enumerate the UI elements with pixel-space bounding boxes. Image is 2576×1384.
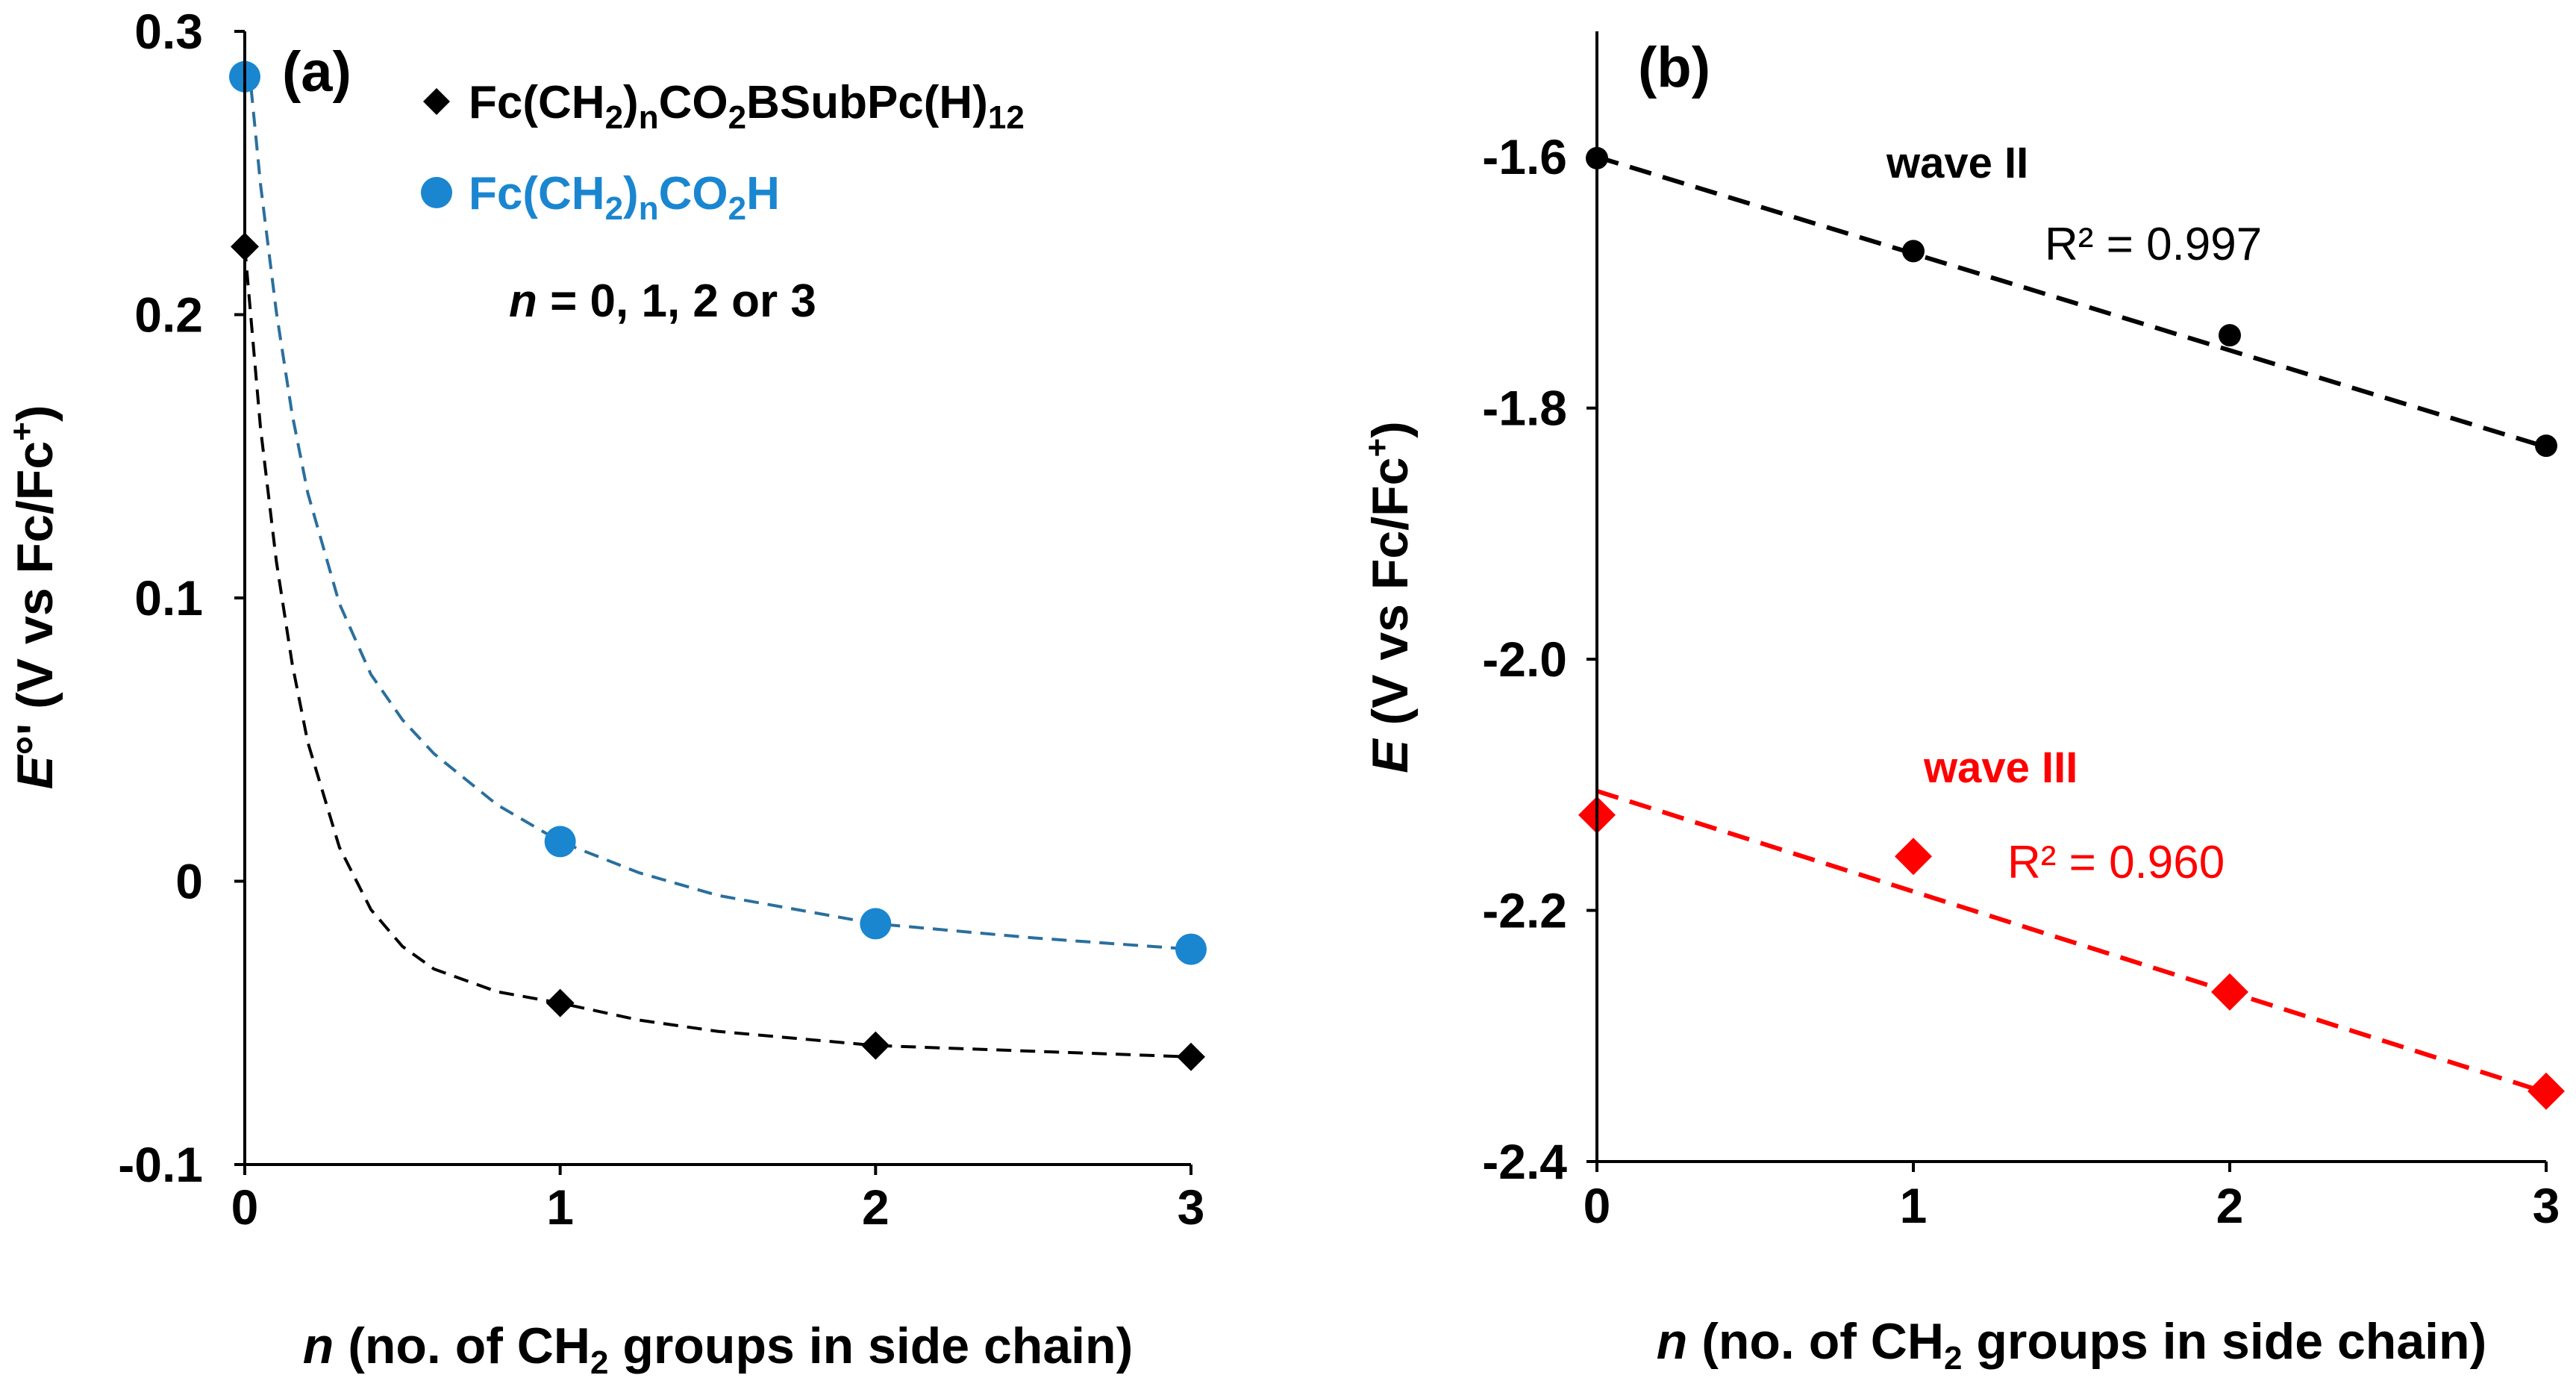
data-point-diamond <box>1895 838 1932 876</box>
panel-a-legend: Fc(CH2)nCO2BSubPc(H)12 Fc(CH2)nCO2H n = … <box>421 77 1025 327</box>
panel-b: -2.4 -2.2 -2.0 -1.8 -1.6 0 1 2 3 (b) wave II R²… <box>1359 31 2565 1377</box>
fit-line <box>243 246 1192 1059</box>
data-point-circle <box>2219 324 2241 347</box>
data-point-circle <box>860 908 892 940</box>
fit-line <box>1596 155 2547 449</box>
wave-ii-label: wave II <box>1886 139 2028 187</box>
data-point-diamond <box>545 988 575 1017</box>
data-point-diamond <box>2211 973 2248 1011</box>
wave-iii-label: wave III <box>1923 744 2078 792</box>
panel-b-y-ticks: -2.4 -2.2 -2.0 -1.8 -1.6 <box>1482 129 1597 1189</box>
data-point-diamond <box>2527 1072 2565 1110</box>
legend-circle-marker <box>421 177 452 208</box>
x-tick-label: 1 <box>1900 1178 1928 1233</box>
panel-b-x-axis-label: n (no. of CH2 groups in side chain) <box>1657 1313 2486 1377</box>
legend-entry-subpc: Fc(CH2)nCO2BSubPc(H)12 <box>469 77 1025 136</box>
data-point-circle <box>2535 434 2557 458</box>
wave-ii-r2: R² = 0.997 <box>2045 219 2262 270</box>
panel-a-fit-curves <box>243 87 1192 1059</box>
wave-iii-r2: R² = 0.960 <box>2007 837 2225 888</box>
panel-a-x-ticks: 0 1 2 3 <box>231 1165 1205 1235</box>
data-point-diamond <box>861 1031 890 1060</box>
x-tick-label: 2 <box>2216 1178 2244 1233</box>
panel-b-data-points <box>1578 146 2565 1110</box>
panel-b-label: (b) <box>1638 36 1710 99</box>
legend-diamond-marker <box>423 88 450 115</box>
y-tick-label: 0.1 <box>134 570 203 626</box>
y-tick-label: 0 <box>175 854 203 909</box>
y-tick-label: -2.4 <box>1482 1134 1567 1189</box>
fit-line <box>1596 788 2547 1095</box>
x-tick-label: 2 <box>862 1179 890 1235</box>
fit-line <box>249 87 1192 951</box>
y-tick-label: -0.1 <box>118 1137 203 1192</box>
y-tick-label: 0.3 <box>134 4 203 59</box>
data-point-circle <box>1175 933 1207 965</box>
y-tick-label: -1.6 <box>1482 129 1567 184</box>
panel-a: -0.1 0 0.1 0.2 0.3 0 1 2 3 (a) Fc(CH2)nCO2BSubP… <box>4 4 1207 1381</box>
panel-b-fit-lines <box>1596 155 2547 1095</box>
panel-a-x-axis-label: n (no. of CH2 groups in side chain) <box>303 1318 1133 1381</box>
data-point-circle <box>544 826 576 858</box>
legend-note: n = 0, 1, 2 or 3 <box>509 275 816 327</box>
x-tick-label: 1 <box>546 1179 574 1235</box>
data-point-circle <box>1902 240 1925 263</box>
x-tick-label: 0 <box>1584 1178 1611 1233</box>
y-tick-label: -1.8 <box>1482 381 1567 436</box>
panel-a-y-ticks: -0.1 0 0.1 0.2 0.3 <box>118 4 245 1192</box>
y-tick-label: 0.2 <box>134 287 203 343</box>
y-tick-label: -2.2 <box>1482 883 1567 938</box>
data-point-diamond <box>1177 1042 1205 1071</box>
panel-a-y-axis-label: E°' (V vs Fc/Fc+) <box>4 405 63 790</box>
y-tick-label: -2.0 <box>1482 632 1567 687</box>
panel-b-x-ticks: 0 1 2 3 <box>1584 1162 2560 1233</box>
panel-a-label: (a) <box>282 40 351 104</box>
x-tick-label: 3 <box>1178 1179 1205 1235</box>
legend-entry-acid: Fc(CH2)nCO2H <box>469 168 780 227</box>
panel-b-y-axis-label: E (V vs Fc/Fc+) <box>1359 421 1419 773</box>
x-tick-label: 3 <box>2533 1178 2560 1233</box>
x-tick-label: 0 <box>231 1179 259 1235</box>
